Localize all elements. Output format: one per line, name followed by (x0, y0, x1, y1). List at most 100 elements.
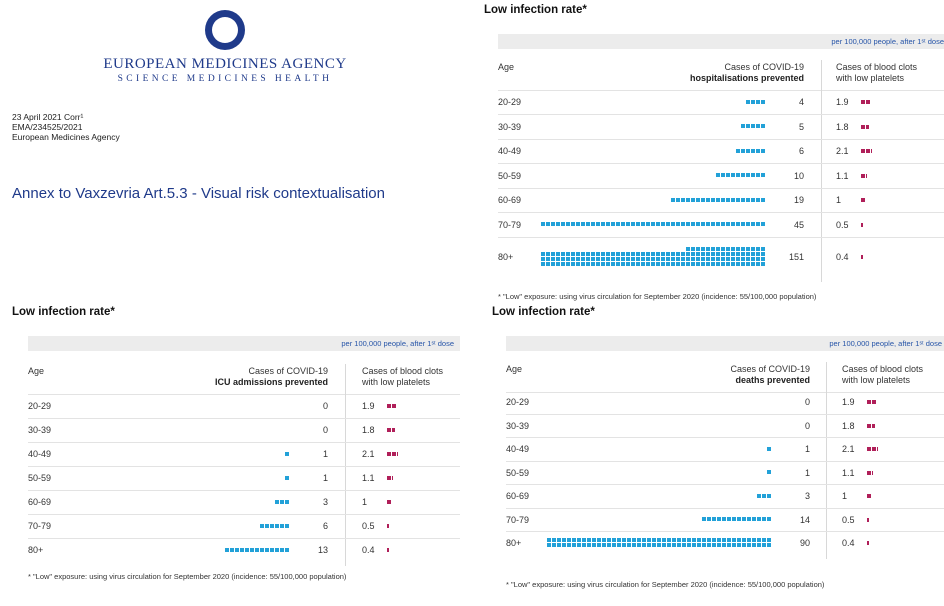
row-risk-value: 1.1 (836, 170, 849, 181)
benefit-dot (592, 543, 596, 547)
benefit-dot (571, 222, 575, 226)
benefit-dot (691, 197, 695, 202)
benefit-header-line2: hospitalisations prevented (689, 73, 804, 83)
benefit-dot (761, 222, 765, 226)
benefit-dot (716, 262, 720, 266)
risk-dot (861, 173, 865, 178)
benefit-dot (751, 99, 755, 104)
risk-dots (867, 517, 870, 522)
benefit-dot (611, 222, 615, 226)
benefit-dot (656, 252, 660, 256)
benefit-dot (752, 543, 756, 547)
benefit-dot (651, 257, 655, 261)
benefit-dot (756, 252, 760, 256)
panel-title: Low infection rate* (484, 4, 587, 16)
benefit-dot (587, 543, 591, 547)
benefit-dot (586, 262, 590, 266)
column-separator (345, 364, 346, 566)
risk-dot-partial (871, 149, 872, 153)
benefit-dot (717, 538, 721, 542)
benefit-dot (541, 262, 545, 266)
risk-dot (861, 100, 865, 104)
risk-dots (387, 500, 392, 504)
benefit-dot (711, 222, 715, 226)
benefit-dot (717, 517, 721, 521)
benefit-dot (737, 543, 741, 547)
benefit-dot (687, 538, 691, 542)
benefit-dot (761, 99, 765, 104)
benefit-dot (616, 252, 620, 256)
row-benefit-value: 1 (322, 473, 328, 483)
unit-banner: per 100,000 people, after 1ˢᵗ dose (28, 336, 460, 351)
benefit-dot (651, 262, 655, 266)
benefit-dot (581, 262, 585, 266)
logo-tagline: SCIENCE MEDICINES HEALTH (117, 74, 333, 84)
benefit-dots (541, 222, 766, 227)
benefit-dot (677, 538, 681, 542)
benefit-dot (671, 197, 675, 202)
benefit-dot (736, 173, 740, 177)
benefit-dot (275, 523, 279, 528)
row-divider (506, 460, 944, 462)
row-benefit-value: 0 (804, 420, 810, 431)
benefit-dots (541, 197, 766, 203)
benefit-dot (741, 222, 745, 226)
footnote: * "Low" exposure: using virus circulatio… (506, 580, 825, 589)
benefit-dot (737, 538, 741, 542)
benefit-dot (711, 247, 715, 251)
header-divider (28, 394, 460, 395)
age-column-header: Age (498, 62, 515, 72)
benefit-dot (572, 543, 576, 547)
benefit-dot (641, 257, 645, 261)
benefit-dot (576, 252, 580, 256)
benefit-dot (607, 543, 611, 547)
benefit-dot (746, 173, 750, 177)
benefit-dot (612, 543, 616, 547)
row-divider (28, 442, 460, 443)
benefit-dot (761, 247, 765, 251)
benefit-dot (741, 197, 745, 202)
benefit-dot (761, 262, 765, 266)
benefit-header-line2: deaths prevented (735, 375, 810, 385)
benefit-dot (742, 517, 746, 521)
risk-header-line2: with low platelets (842, 375, 911, 385)
row-benefit-value: 151 (788, 252, 804, 262)
benefit-dot (607, 538, 611, 542)
unit-banner: per 100,000 people, after 1ˢᵗ dose (498, 34, 944, 49)
benefit-dot (762, 493, 766, 498)
benefit-dot (736, 222, 740, 226)
row-risk-value: 2.1 (362, 449, 375, 459)
benefit-dot (666, 252, 670, 256)
benefit-dots (541, 124, 766, 129)
benefit-dot (666, 262, 670, 266)
risk-dot-partial (877, 447, 878, 451)
benefit-header-line2: ICU admissions prevented (214, 377, 328, 387)
benefit-dot (692, 543, 696, 547)
benefit-dot (270, 523, 274, 528)
benefit-dot (661, 222, 665, 226)
benefit-dot (641, 252, 645, 256)
risk-dot-partial (866, 124, 869, 129)
footnote: * "Low" exposure: using virus circulatio… (28, 572, 347, 581)
benefit-dot (727, 517, 731, 521)
benefit-dot (636, 222, 640, 226)
benefit-dot (737, 517, 741, 521)
benefit-dots (65, 547, 290, 553)
row-age: 60-69 (28, 497, 52, 507)
benefit-dot (746, 222, 750, 226)
benefit-dot (761, 252, 765, 256)
risk-dots (861, 100, 871, 104)
row-age: 50-59 (28, 473, 52, 483)
benefit-dot (731, 173, 735, 177)
row-benefit-value: 45 (793, 219, 804, 230)
benefit-dot (741, 252, 745, 256)
risk-column-header: Cases of blood clots with low platelets (362, 366, 443, 388)
benefit-dot (756, 148, 760, 153)
benefit-dot (280, 547, 284, 552)
benefit-dot (255, 547, 259, 552)
risk-dot (872, 447, 876, 451)
benefit-dot (235, 547, 239, 552)
benefit-dot (576, 222, 580, 226)
benefit-dot (561, 257, 565, 261)
benefit-dot (551, 262, 555, 266)
